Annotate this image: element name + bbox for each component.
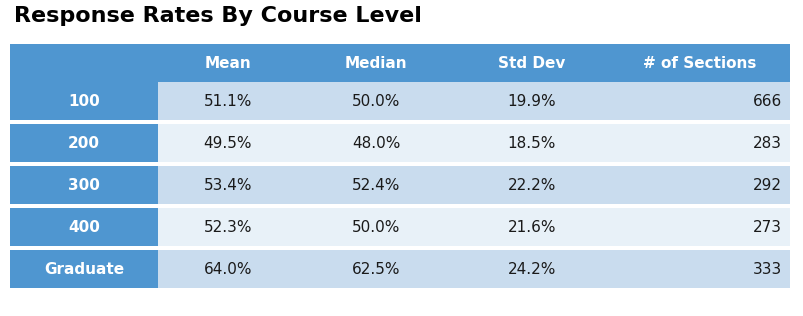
Text: Std Dev: Std Dev <box>498 56 565 70</box>
Bar <box>298 44 454 82</box>
Text: 200: 200 <box>68 136 100 150</box>
Bar <box>454 82 609 120</box>
Text: 292: 292 <box>752 178 781 192</box>
Text: 283: 283 <box>752 136 781 150</box>
Bar <box>454 44 609 82</box>
Bar <box>10 208 158 246</box>
Bar <box>609 44 789 82</box>
Text: 18.5%: 18.5% <box>507 136 556 150</box>
Bar <box>10 82 158 120</box>
Bar <box>10 166 158 204</box>
Text: 52.4%: 52.4% <box>352 178 400 192</box>
Bar <box>298 82 454 120</box>
Text: 64.0%: 64.0% <box>203 262 252 276</box>
Text: 53.4%: 53.4% <box>203 178 252 192</box>
Text: 333: 333 <box>752 262 781 276</box>
Bar <box>454 250 609 288</box>
Bar <box>298 208 454 246</box>
Bar <box>609 208 789 246</box>
Text: 19.9%: 19.9% <box>507 94 556 108</box>
Bar <box>10 44 158 82</box>
Text: Graduate: Graduate <box>44 262 124 276</box>
Bar <box>10 250 158 288</box>
Text: Median: Median <box>344 56 407 70</box>
Text: 51.1%: 51.1% <box>203 94 252 108</box>
Text: 24.2%: 24.2% <box>507 262 556 276</box>
Bar <box>158 44 298 82</box>
Text: 100: 100 <box>68 94 100 108</box>
Bar <box>609 166 789 204</box>
Bar <box>158 124 298 162</box>
Text: 300: 300 <box>68 178 100 192</box>
Text: 22.2%: 22.2% <box>507 178 556 192</box>
Text: Mean: Mean <box>205 56 251 70</box>
Text: 21.6%: 21.6% <box>507 220 556 234</box>
Text: 50.0%: 50.0% <box>352 220 400 234</box>
Text: 273: 273 <box>752 220 781 234</box>
Text: 400: 400 <box>68 220 100 234</box>
Bar <box>158 250 298 288</box>
Text: 50.0%: 50.0% <box>352 94 400 108</box>
Bar <box>298 166 454 204</box>
Bar <box>158 82 298 120</box>
Bar <box>609 124 789 162</box>
Text: 52.3%: 52.3% <box>203 220 252 234</box>
Bar <box>10 124 158 162</box>
Text: 48.0%: 48.0% <box>352 136 400 150</box>
Text: Response Rates By Course Level: Response Rates By Course Level <box>14 6 422 26</box>
Bar <box>298 124 454 162</box>
Bar <box>298 250 454 288</box>
Text: 62.5%: 62.5% <box>352 262 400 276</box>
Text: # of Sections: # of Sections <box>642 56 756 70</box>
Bar <box>609 82 789 120</box>
Bar <box>609 250 789 288</box>
Bar <box>454 208 609 246</box>
Bar <box>454 124 609 162</box>
Bar <box>158 208 298 246</box>
Bar <box>454 166 609 204</box>
Text: 666: 666 <box>752 94 781 108</box>
Text: 49.5%: 49.5% <box>203 136 252 150</box>
Bar <box>158 166 298 204</box>
